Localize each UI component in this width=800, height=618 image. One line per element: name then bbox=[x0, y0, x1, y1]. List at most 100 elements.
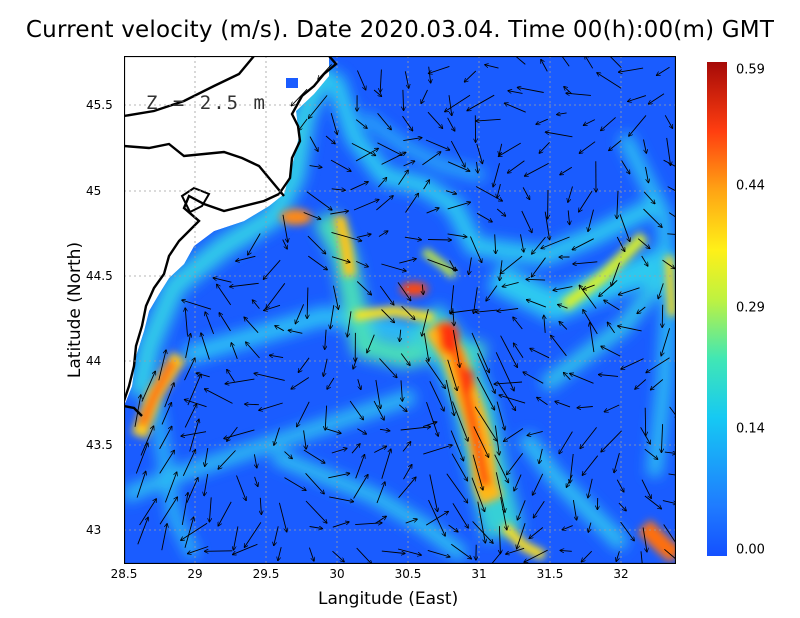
velocity-arrow bbox=[380, 69, 381, 93]
velocity-arrow bbox=[307, 235, 326, 254]
velocity-arrow bbox=[616, 479, 624, 492]
velocity-arrow bbox=[244, 317, 259, 334]
velocity-arrow bbox=[355, 454, 365, 479]
velocity-arrow bbox=[428, 65, 450, 73]
velocity-arrow bbox=[422, 308, 429, 336]
velocity-arrow bbox=[161, 524, 167, 551]
velocity-arrow bbox=[373, 89, 382, 97]
velocity-arrow bbox=[451, 285, 455, 314]
velocity-arrow bbox=[496, 401, 505, 431]
velocity-arrow bbox=[182, 450, 195, 476]
velocity-arrow bbox=[450, 140, 465, 167]
x-axis-label: Langitude (East) bbox=[318, 589, 459, 609]
colorbar-label: 0.14 bbox=[736, 421, 765, 437]
velocity-arrow bbox=[350, 182, 369, 191]
velocity-arrow bbox=[381, 263, 406, 271]
velocity-arrow bbox=[450, 430, 464, 461]
velocity-arrow bbox=[401, 305, 415, 319]
velocity-arrow bbox=[307, 287, 308, 319]
velocity-arrow bbox=[164, 383, 174, 408]
velocity-arrow bbox=[557, 113, 567, 115]
velocity-arrow bbox=[601, 117, 616, 130]
velocity-arrow bbox=[357, 428, 366, 434]
velocity-arrow bbox=[303, 430, 307, 449]
velocity-arrow bbox=[656, 66, 670, 75]
velocity-arrow bbox=[357, 379, 361, 389]
velocity-arrow bbox=[356, 234, 371, 238]
velocity-arrow bbox=[422, 422, 437, 428]
velocity-arrow bbox=[497, 183, 501, 198]
velocity-arrow bbox=[645, 407, 646, 436]
x-tick-label: 28.5 bbox=[110, 567, 138, 581]
velocity-arrow bbox=[476, 143, 483, 164]
velocity-arrow bbox=[136, 471, 146, 498]
velocity-arrow bbox=[451, 453, 468, 481]
velocity-arrow bbox=[254, 476, 258, 487]
x-tick-label: 30 bbox=[329, 567, 345, 581]
velocity-arrow bbox=[377, 113, 392, 130]
velocity-arrow bbox=[405, 193, 419, 213]
velocity-arrow bbox=[504, 428, 524, 442]
velocity-arrow bbox=[159, 426, 172, 450]
velocity-arrow bbox=[553, 286, 573, 291]
velocity-arrow bbox=[164, 472, 176, 503]
y-tick-label: 44 bbox=[86, 354, 102, 368]
velocity-arrow bbox=[588, 209, 594, 232]
velocity-arrow bbox=[666, 137, 671, 166]
velocity-arrow bbox=[517, 523, 526, 549]
velocity-arrow bbox=[224, 429, 255, 439]
velocity-arrow bbox=[400, 427, 431, 431]
velocity-arrow bbox=[376, 196, 393, 211]
velocity-arrow bbox=[658, 283, 664, 298]
velocity-arrow bbox=[563, 372, 571, 381]
velocity-arrow bbox=[309, 136, 318, 152]
velocity-arrow bbox=[644, 448, 658, 459]
velocity-arrow bbox=[204, 551, 233, 552]
velocity-arrow bbox=[618, 287, 640, 295]
velocity-arrow bbox=[646, 357, 670, 373]
velocity-arrow bbox=[400, 329, 401, 342]
velocity-arrow bbox=[189, 419, 199, 452]
velocity-arrow bbox=[405, 519, 418, 524]
velocity-arrow bbox=[614, 452, 620, 473]
velocity-arrow bbox=[507, 160, 525, 173]
velocity-arrow bbox=[274, 427, 280, 446]
velocity-arrow bbox=[205, 312, 215, 335]
velocity-arrow bbox=[577, 407, 593, 408]
velocity-arrow bbox=[579, 190, 593, 212]
velocity-arrow bbox=[325, 135, 335, 144]
velocity-arrow bbox=[496, 208, 506, 216]
velocity-arrow bbox=[500, 335, 518, 368]
velocity-arrow bbox=[618, 326, 642, 332]
velocity-arrow bbox=[427, 111, 443, 128]
velocity-arrow bbox=[588, 478, 593, 498]
velocity-arrow bbox=[355, 523, 382, 525]
colorbar-label: 0.59 bbox=[736, 62, 765, 78]
velocity-arrow bbox=[351, 444, 360, 454]
velocity-arrow bbox=[187, 546, 209, 554]
velocity-arrow bbox=[139, 499, 157, 526]
velocity-arrow bbox=[597, 73, 622, 89]
land-coastline bbox=[124, 56, 329, 406]
velocity-arrow bbox=[232, 543, 258, 554]
velocity-arrow bbox=[278, 502, 286, 532]
velocity-arrow bbox=[158, 350, 166, 381]
velocity-arrow bbox=[531, 257, 546, 277]
velocity-arrow bbox=[401, 380, 402, 401]
velocity-arrow bbox=[513, 317, 523, 330]
velocity-arrow bbox=[328, 473, 350, 479]
velocity-arrow bbox=[254, 373, 285, 381]
velocity-arrow bbox=[452, 329, 460, 367]
velocity-arrow bbox=[498, 142, 521, 156]
velocity-arrow bbox=[379, 358, 397, 378]
velocity-arrow bbox=[495, 472, 505, 512]
velocity-arrow bbox=[473, 426, 489, 457]
velocity-arrow bbox=[225, 378, 255, 384]
velocity-arrow bbox=[425, 359, 446, 389]
velocity-arrow bbox=[604, 300, 620, 311]
velocity-arrow bbox=[374, 446, 386, 453]
velocity-arrow bbox=[618, 67, 644, 72]
velocity-arrow bbox=[664, 548, 676, 560]
velocity-arrow bbox=[641, 479, 651, 499]
velocity-arrow bbox=[252, 300, 260, 309]
